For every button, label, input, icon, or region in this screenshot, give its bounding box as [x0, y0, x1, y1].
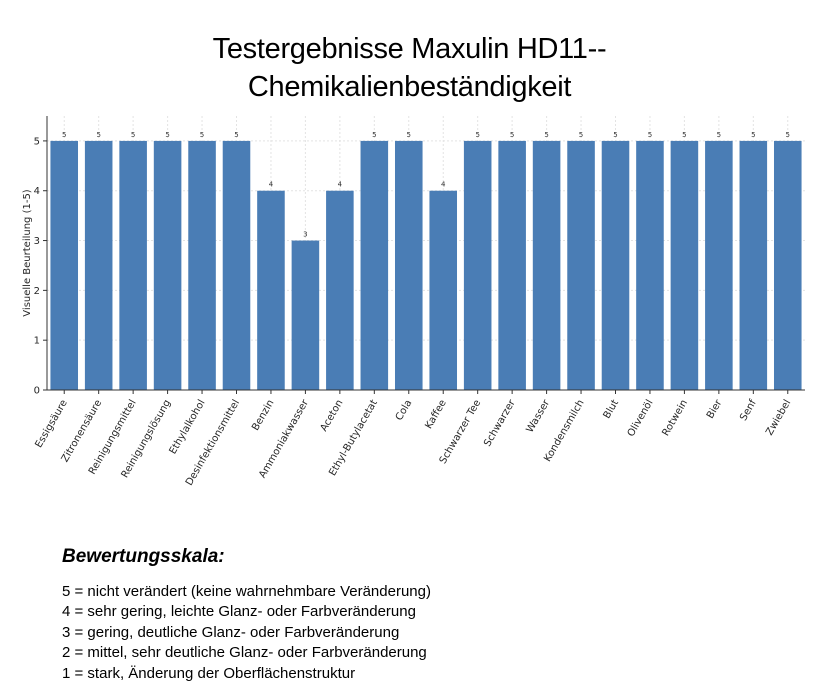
bar	[636, 140, 664, 390]
x-tick-label: Kaffee	[423, 398, 448, 431]
bar-value-label: 3	[303, 231, 307, 239]
bar-value-label: 5	[407, 131, 411, 139]
bar-value-label: 4	[441, 181, 446, 189]
rating-scale-legend: Bewertungsskala: 5 = nicht verändert (ke…	[62, 546, 431, 684]
bar-value-label: 5	[544, 131, 548, 139]
bar	[360, 140, 389, 390]
x-tick-label: Zwiebel	[764, 398, 793, 437]
bar	[567, 140, 595, 390]
bar	[222, 140, 251, 390]
bar	[670, 140, 699, 390]
y-axis-label: Visuelle Beurteilung (1-5)	[22, 189, 33, 317]
bar-value-label: 4	[269, 181, 274, 189]
x-tick-label: Ethylalkohol	[168, 398, 208, 456]
x-tick-label: Bier	[705, 397, 725, 421]
x-tick-label: Cola	[394, 398, 415, 423]
bar	[532, 140, 561, 390]
x-tick-label: Aceton	[319, 398, 346, 434]
bar	[257, 190, 285, 390]
x-tick-label: Blut	[602, 398, 622, 421]
chart-title-line-1: Testergebnisse Maxulin HD11--	[212, 33, 607, 65]
legend-item-1: 1 = stark, Änderung der Oberflächenstruk…	[62, 664, 356, 682]
bar-value-label: 5	[510, 131, 514, 139]
bar-value-label: 5	[613, 131, 617, 139]
bar	[429, 190, 458, 390]
legend-item-5: 5 = nicht verändert (keine wahrnehmbare …	[62, 583, 431, 600]
x-tick-label: Essigsäure	[34, 398, 70, 450]
bar	[601, 140, 630, 390]
legend-item-4: 4 = sehr gering, leichte Glanz- oder Far…	[62, 603, 416, 621]
bar	[739, 140, 768, 390]
bar	[394, 140, 423, 390]
bar-value-label: 5	[96, 131, 100, 139]
bar	[84, 140, 113, 390]
y-tick-label: 2	[34, 286, 40, 297]
chart-title: Testergebnisse Maxulin HD11-- Chemikalie…	[0, 30, 819, 106]
bar	[326, 190, 354, 390]
bar	[498, 140, 526, 390]
bar-value-label: 5	[62, 131, 66, 139]
x-tick-label: Schwarzer	[482, 397, 518, 448]
bar	[119, 140, 147, 390]
bar-value-label: 5	[579, 131, 583, 139]
bar	[705, 140, 733, 390]
y-tick-label: 0	[34, 386, 40, 397]
bar	[291, 240, 320, 390]
bars: 5 5 5 5 5 5 4 3 4 5 5 4 5 5 5 5 5 5 5 5 5 5	[50, 131, 802, 390]
bar	[50, 140, 79, 390]
axes	[46, 116, 805, 391]
x-tick-label: Olivenöl	[626, 398, 656, 439]
bar-value-label: 5	[372, 131, 376, 139]
legend-item-2: 2 = mittel, sehr deutliche Glanz- oder F…	[62, 644, 427, 662]
bar-value-label: 5	[751, 131, 755, 139]
legend-title: Bewertungsskala:	[62, 546, 225, 567]
bar-chart: 5 5 5 5 5 5 4 3 4 5 5 4 5 5 5 5 5 5 5 5 5 5 0 1 2 3 4 5 Essigsäure Z…	[22, 116, 805, 488]
bar-value-label: 5	[648, 131, 652, 139]
y-tick-label: 4	[34, 186, 40, 197]
bar-value-label: 5	[165, 131, 169, 139]
y-tick-label: 5	[34, 136, 40, 147]
bar-value-label: 5	[234, 131, 238, 139]
chart-title-line-2: Chemikalienbeständigkeit	[247, 71, 572, 103]
bar-value-label: 5	[786, 131, 790, 139]
y-tick-label: 1	[34, 336, 40, 347]
bar-value-label: 5	[200, 131, 204, 139]
bar-value-label: 5	[682, 131, 686, 139]
bar	[188, 140, 216, 390]
x-tick-label: Benzin	[250, 398, 276, 433]
bar	[773, 140, 802, 390]
bar-value-label: 5	[475, 131, 479, 139]
x-tick-label: Rotwein	[660, 398, 690, 438]
bar-value-label: 5	[131, 131, 135, 139]
bar-value-label: 5	[717, 131, 721, 139]
x-tick-label: Senf	[738, 398, 759, 423]
y-tick-label: 3	[34, 236, 40, 247]
bar	[153, 140, 182, 390]
bar	[463, 140, 492, 390]
bar-value-label: 4	[338, 181, 343, 189]
x-tick-label: Wasser	[525, 397, 553, 434]
legend-item-3: 3 = gering, deutliche Glanz- oder Farbve…	[62, 623, 400, 641]
